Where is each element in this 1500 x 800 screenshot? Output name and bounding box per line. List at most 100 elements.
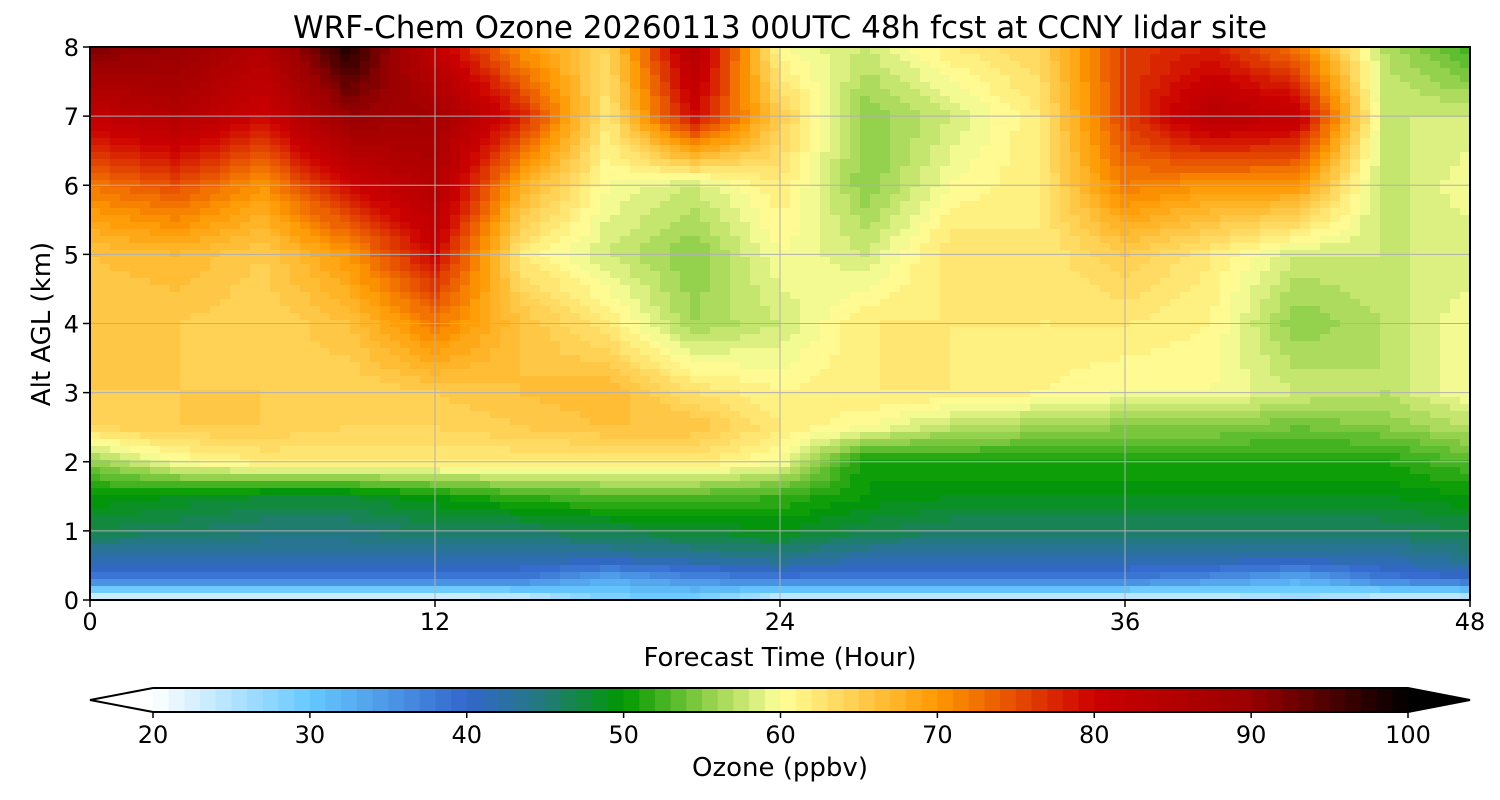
heatmap-cell [660, 425, 671, 433]
heatmap-cell [390, 278, 401, 286]
heatmap-cell [220, 96, 231, 104]
heatmap-cell [170, 355, 181, 363]
heatmap-cell [590, 579, 601, 587]
heatmap-cell [320, 453, 331, 461]
heatmap-cell [590, 432, 601, 440]
heatmap-cell [170, 229, 181, 237]
heatmap-cell [280, 145, 291, 153]
heatmap-cell [490, 544, 501, 552]
heatmap-cell [310, 551, 321, 559]
heatmap-cell [90, 96, 101, 104]
heatmap-cell [280, 572, 291, 580]
heatmap-cell [420, 432, 431, 440]
heatmap-cell [600, 243, 611, 251]
heatmap-cell [610, 47, 621, 55]
heatmap-cell [350, 222, 361, 230]
heatmap-cell [550, 124, 561, 132]
heatmap-cell [320, 292, 331, 300]
heatmap-cell [120, 411, 131, 419]
heatmap-cell [400, 159, 411, 167]
heatmap-cell [210, 579, 221, 587]
heatmap-cell [360, 404, 371, 412]
heatmap-cell [380, 390, 391, 398]
heatmap-cell [240, 54, 251, 62]
heatmap-cell [610, 180, 621, 188]
heatmap-cell [700, 537, 711, 545]
heatmap-cell [310, 278, 321, 286]
heatmap-cell [650, 572, 661, 580]
heatmap-cell [150, 432, 161, 440]
heatmap-cell [330, 103, 341, 111]
heatmap-cell [620, 334, 631, 342]
heatmap-cell [220, 516, 231, 524]
heatmap-cell [220, 474, 231, 482]
heatmap-cell [690, 145, 701, 153]
heatmap-cell [390, 138, 401, 146]
heatmap-cell [150, 565, 161, 573]
heatmap-cell [160, 404, 171, 412]
heatmap-cell [220, 117, 231, 125]
heatmap-cell [670, 453, 681, 461]
heatmap-cell [300, 453, 311, 461]
heatmap-cell [100, 418, 111, 426]
heatmap-cell [570, 159, 581, 167]
heatmap-cell [230, 495, 241, 503]
heatmap-cell [340, 145, 351, 153]
heatmap-cell [390, 131, 401, 139]
heatmap-cell [670, 215, 681, 223]
heatmap-cell [390, 334, 401, 342]
heatmap-cell [370, 264, 381, 272]
heatmap-cell [240, 362, 251, 370]
heatmap-cell [510, 271, 521, 279]
heatmap-cell [470, 327, 481, 335]
heatmap-cell [110, 138, 121, 146]
heatmap-cell [300, 215, 311, 223]
heatmap-cell [400, 173, 411, 181]
heatmap-cell [700, 243, 711, 251]
heatmap-cell [490, 124, 501, 132]
heatmap-cell [620, 586, 631, 594]
heatmap-cell [670, 376, 681, 384]
heatmap-cell [440, 138, 451, 146]
heatmap-cell [570, 376, 581, 384]
heatmap-cell [350, 138, 361, 146]
heatmap-cell [570, 54, 581, 62]
heatmap-cell [670, 313, 681, 321]
heatmap-cell [280, 537, 291, 545]
heatmap-cell [520, 138, 531, 146]
heatmap-cell [410, 327, 421, 335]
heatmap-cell [440, 173, 451, 181]
heatmap-cell [350, 292, 361, 300]
heatmap-cell [620, 495, 631, 503]
heatmap-cell [190, 229, 201, 237]
heatmap-cell [330, 278, 341, 286]
heatmap-cell [400, 418, 411, 426]
heatmap-cell [710, 159, 721, 167]
heatmap-cell [90, 418, 101, 426]
heatmap-cell [220, 446, 231, 454]
heatmap-cell [120, 446, 131, 454]
heatmap-cell [250, 166, 261, 174]
heatmap-cell [250, 516, 261, 524]
heatmap-cell [370, 152, 381, 160]
heatmap-cell [160, 355, 171, 363]
heatmap-cell [700, 327, 711, 335]
heatmap-cell [170, 369, 181, 377]
heatmap-cell [640, 376, 651, 384]
heatmap-cell [420, 243, 431, 251]
heatmap-cell [640, 439, 651, 447]
heatmap-cell [520, 145, 531, 153]
heatmap-cell [210, 593, 221, 601]
heatmap-cell [520, 341, 531, 349]
heatmap-cell [370, 362, 381, 370]
heatmap-cell [220, 383, 231, 391]
heatmap-cell [570, 264, 581, 272]
heatmap-cell [250, 68, 261, 76]
heatmap-cell [180, 250, 191, 258]
heatmap-cell [570, 166, 581, 174]
heatmap-cell [540, 117, 551, 125]
heatmap-cell [340, 376, 351, 384]
heatmap-cell [140, 166, 151, 174]
heatmap-cell [480, 257, 491, 265]
heatmap-cell [620, 579, 631, 587]
